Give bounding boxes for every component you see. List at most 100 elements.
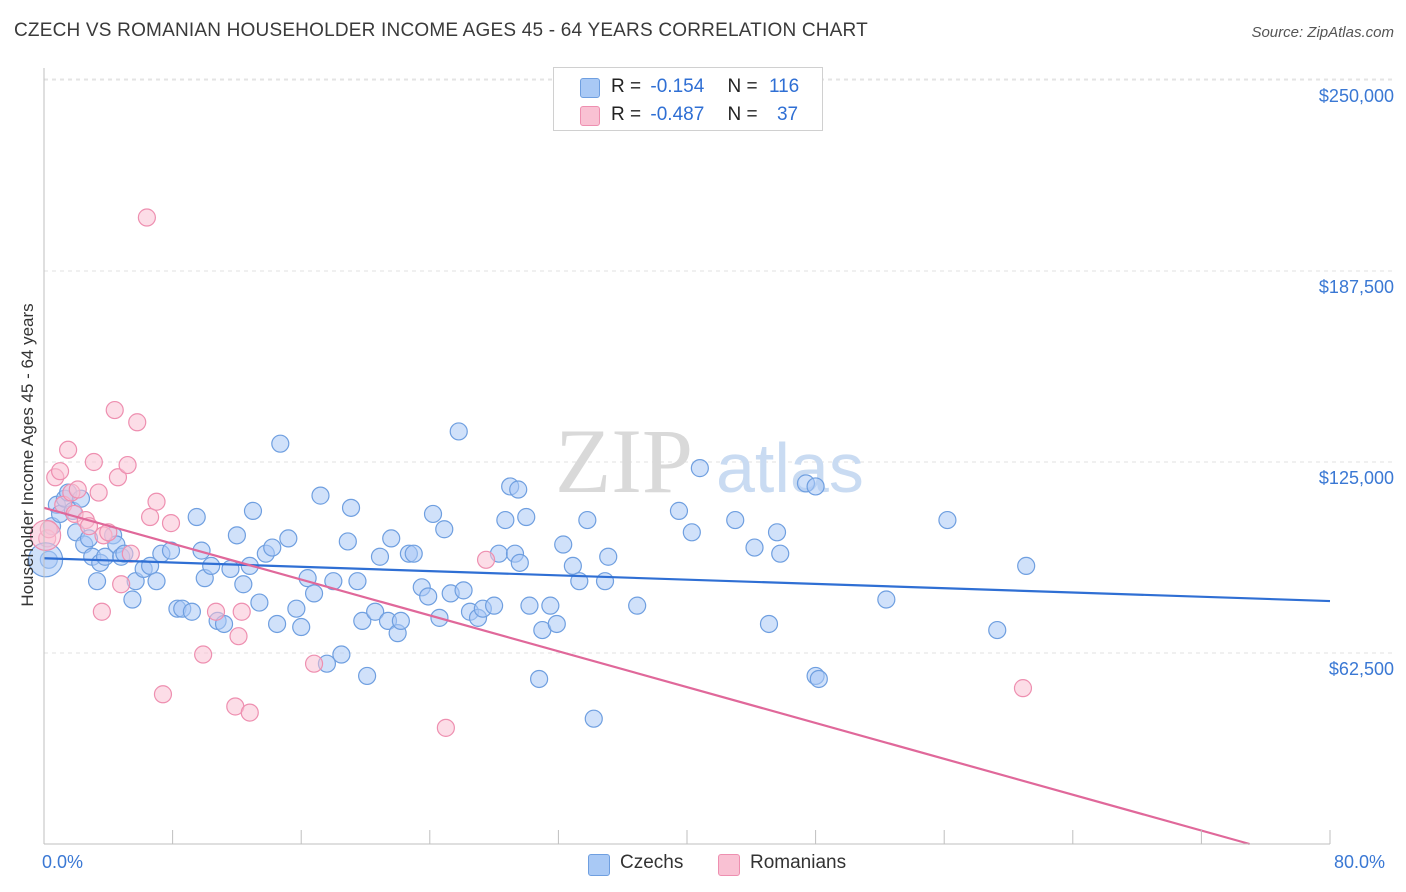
source-credit: Source: ZipAtlas.com — [1251, 24, 1394, 41]
czech-point — [292, 617, 311, 637]
romanian-point — [436, 718, 455, 737]
romanian-point — [304, 654, 324, 673]
romanian-point — [92, 602, 111, 621]
czech-point — [187, 507, 206, 527]
trend-lines — [43, 506, 1331, 846]
czech-point — [382, 529, 401, 548]
czech-point — [541, 596, 560, 615]
czech-point — [454, 581, 473, 600]
czech-point — [279, 529, 298, 548]
romanian-point — [108, 468, 128, 487]
romanian-point — [476, 550, 496, 569]
romanian-point — [59, 440, 78, 459]
czech-n-label: N = — [727, 76, 758, 97]
czech-point — [509, 480, 528, 499]
romanian-point — [240, 703, 259, 722]
romanian-point-cluster — [30, 519, 62, 551]
czech-point — [123, 590, 142, 609]
czech-point — [485, 596, 504, 615]
romanian-point — [89, 483, 108, 502]
romanian-point — [112, 575, 131, 594]
czech-point — [745, 538, 764, 557]
romanian-point — [206, 602, 226, 621]
czech-point — [267, 614, 287, 634]
czech-point — [87, 572, 107, 591]
czech-point — [767, 523, 787, 542]
czech-point — [771, 544, 790, 563]
correlation-legend: R = -0.154 N = 116 R = -0.487 N = 37 — [553, 67, 823, 131]
romanian-point — [105, 400, 124, 420]
czech-point — [324, 572, 343, 591]
czech-point — [563, 556, 582, 576]
legend-text-romanian: R = -0.487 N = 37 — [611, 104, 798, 126]
czech-point — [682, 523, 701, 542]
y-tick-label: $187,500 — [1318, 277, 1394, 297]
czech-point — [202, 556, 221, 576]
legend-text-czech: R = -0.154 N = 116 — [611, 76, 799, 98]
romanian-n-value: 37 — [776, 104, 799, 125]
czech-point — [554, 535, 573, 554]
czech-swatch — [580, 78, 600, 98]
romanian-point — [137, 208, 156, 227]
romanian-n-label: N = — [727, 104, 758, 125]
romanians-swatch — [718, 854, 740, 876]
czech-point — [806, 477, 825, 496]
czech-point — [669, 501, 689, 520]
y-tick-label: $250,000 — [1318, 86, 1394, 106]
romanian-r-label: R = — [611, 104, 642, 125]
czech-point — [304, 584, 324, 603]
czech-point — [419, 587, 438, 606]
czech-point — [988, 620, 1007, 640]
czech-point — [449, 422, 468, 441]
czech-point — [726, 510, 745, 530]
czech-point — [348, 572, 367, 591]
y-tick-label: $62,500 — [1328, 659, 1394, 679]
czech-point — [391, 611, 410, 631]
czech-point — [311, 486, 330, 505]
romanian-point — [147, 492, 166, 511]
czech-point — [496, 510, 515, 530]
romanian-point — [121, 544, 140, 563]
czech-point — [221, 559, 240, 579]
czech-point — [366, 602, 385, 621]
czech-point — [517, 507, 536, 527]
czech-point — [338, 532, 357, 551]
x-tick-label-min: 0.0% — [42, 852, 84, 872]
czechs-swatch — [588, 854, 610, 876]
czech-point — [358, 666, 377, 686]
romanian-point — [140, 507, 160, 527]
czech-point — [530, 669, 549, 689]
romanian-point — [194, 645, 213, 664]
romanian-point — [118, 455, 137, 475]
czech-point — [234, 575, 253, 594]
czech-point — [520, 596, 539, 615]
romanian-point — [229, 627, 248, 646]
czech-point — [370, 547, 390, 566]
czech-point — [877, 590, 896, 609]
czech-point — [628, 596, 647, 615]
legend-row-czech: R = -0.154 N = 116 — [554, 73, 822, 101]
czechs-label: Czechs — [620, 852, 684, 873]
romanians-label: Romanians — [750, 852, 847, 873]
romanian-point — [84, 452, 103, 472]
romanian-point — [232, 602, 251, 621]
axes — [43, 68, 1331, 845]
legend-row-romanian: R = -0.487 N = 37 — [554, 101, 822, 129]
czech-point — [599, 547, 618, 566]
czech-point — [271, 434, 290, 453]
czech-r-value: -0.154 — [650, 76, 705, 97]
czech-point — [147, 572, 166, 591]
romanian-point — [161, 514, 181, 533]
romanian-point — [68, 480, 87, 499]
czech-point — [547, 614, 566, 634]
czech-point — [584, 709, 603, 728]
romanian-trend-line — [43, 506, 1250, 846]
czech-point — [595, 572, 615, 591]
x-tick-label-max: 80.0% — [1334, 852, 1386, 872]
czech-point — [182, 602, 201, 621]
watermark-atlas: atlas — [716, 429, 864, 507]
czech-point — [243, 501, 263, 520]
romanian-point — [50, 462, 70, 481]
czech-point — [263, 538, 282, 557]
